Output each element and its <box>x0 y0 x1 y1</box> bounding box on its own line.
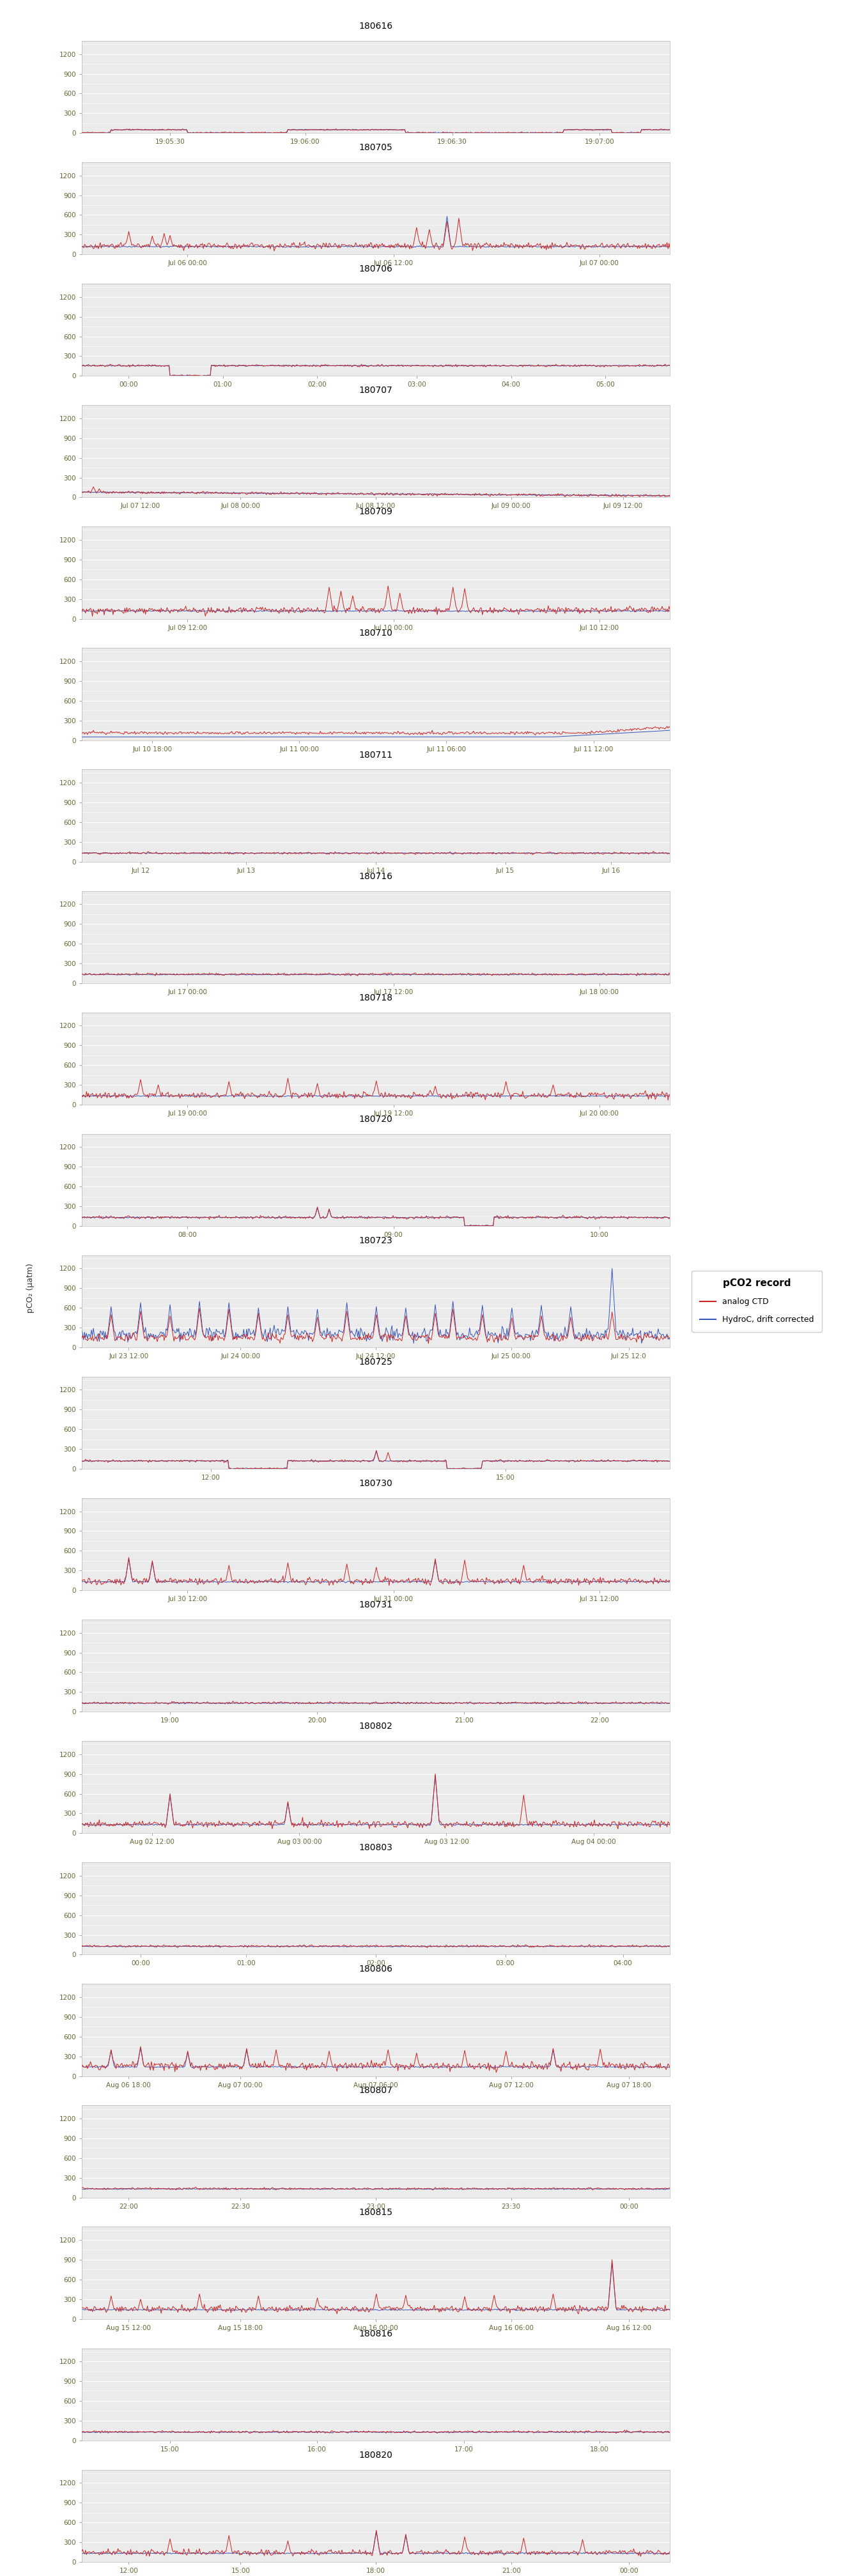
Text: 180616: 180616 <box>359 21 393 31</box>
Text: 180706: 180706 <box>359 265 393 273</box>
Text: 180807: 180807 <box>359 2087 393 2094</box>
Text: 180711: 180711 <box>359 750 393 760</box>
Text: 180806: 180806 <box>359 1965 393 1973</box>
Text: 180709: 180709 <box>359 507 393 515</box>
Text: 180803: 180803 <box>359 1844 393 1852</box>
Text: 180802: 180802 <box>359 1721 393 1731</box>
Text: 180725: 180725 <box>359 1358 393 1365</box>
Text: 180815: 180815 <box>359 2208 393 2215</box>
Text: 180730: 180730 <box>359 1479 393 1489</box>
Text: 180718: 180718 <box>359 994 393 1002</box>
Text: 180716: 180716 <box>359 871 393 881</box>
Text: 180816: 180816 <box>359 2329 393 2339</box>
Text: 180723: 180723 <box>359 1236 393 1244</box>
Text: 180705: 180705 <box>359 144 393 152</box>
Text: 180707: 180707 <box>359 386 393 394</box>
Text: 180720: 180720 <box>359 1115 393 1123</box>
Text: 180731: 180731 <box>359 1600 393 1610</box>
Text: pCO₂ (µatm): pCO₂ (µatm) <box>26 1262 34 1314</box>
Text: 180820: 180820 <box>359 2450 393 2460</box>
Legend: analog CTD, HydroC, drift corrected: analog CTD, HydroC, drift corrected <box>691 1270 822 1332</box>
Text: 180710: 180710 <box>359 629 393 639</box>
